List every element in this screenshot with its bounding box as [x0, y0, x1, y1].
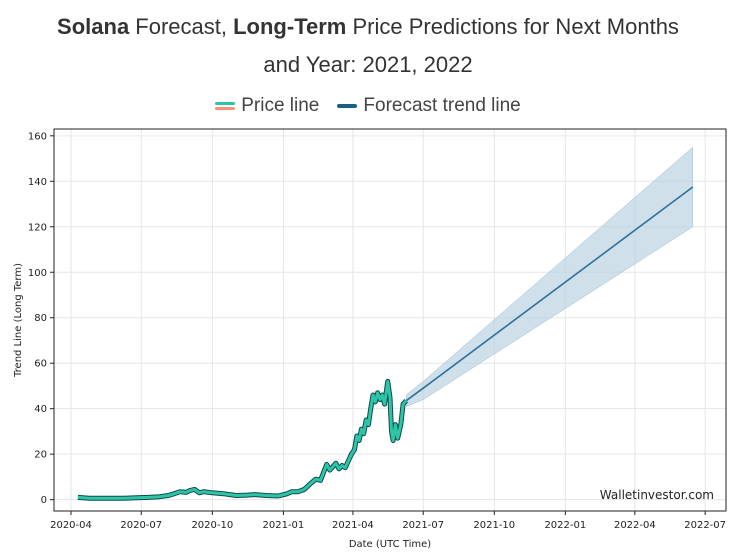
x-tick-label: 2022-01 — [544, 520, 586, 531]
y-tick-label: 40 — [34, 404, 47, 415]
forecast-trend-line — [405, 186, 694, 402]
y-tick-label: 80 — [34, 313, 47, 324]
title-line-2: and Year: 2021, 2022 — [263, 52, 473, 77]
y-axis-label: Trend Line (Long Term) — [13, 263, 24, 378]
price-line — [77, 379, 408, 500]
y-tick-label: 20 — [34, 450, 47, 461]
x-tick-label: 2020-10 — [191, 520, 233, 531]
title-long-term: Long-Term — [233, 14, 347, 39]
x-tick-label: 2021-04 — [332, 520, 374, 531]
forecast-swatch-icon — [337, 104, 358, 108]
title-line-1: Solana Forecast, Long-Term Price Predict… — [0, 8, 736, 46]
plot-frame — [53, 128, 727, 512]
x-axis-ticks: 2020-04 2020-07 2020-10 2021-01 2021-04 2021-… — [50, 511, 726, 531]
x-tick-label: 2020-07 — [120, 520, 162, 531]
title-coin-name: Solana — [57, 14, 130, 39]
legend-label-forecast: Forecast trend line — [363, 95, 521, 116]
y-tick-label: 0 — [41, 495, 47, 506]
legend-label-price: Price line — [241, 95, 320, 116]
title-text-2: Price Predictions for Next Months — [346, 14, 679, 39]
y-tick-label: 60 — [34, 359, 47, 370]
y-tick-label: 120 — [28, 222, 47, 233]
x-tick-label: 2020-04 — [50, 520, 92, 531]
x-tick-label: 2022-07 — [684, 520, 726, 531]
forecast-confidence-band — [405, 146, 694, 407]
price-swatch-icon — [215, 102, 236, 110]
watermark: Walletinvestor.com — [600, 488, 714, 502]
legend-item-price[interactable]: Price line — [215, 95, 319, 117]
title-text-1: Forecast, — [129, 14, 234, 39]
legend-item-forecast[interactable]: Forecast trend line — [337, 95, 521, 117]
chart-legend: Price line Forecast trend line — [0, 95, 736, 117]
x-tick-label: 2021-07 — [402, 520, 444, 531]
y-axis-ticks: 0 20 40 60 80 100 120 140 160 — [28, 131, 54, 506]
y-tick-label: 100 — [28, 268, 47, 279]
x-tick-label: 2021-10 — [473, 520, 515, 531]
x-axis-label: Date (UTC Time) — [349, 539, 431, 550]
chart-title: Solana Forecast, Long-Term Price Predict… — [0, 8, 736, 84]
y-tick-label: 160 — [28, 131, 47, 142]
y-tick-label: 140 — [28, 177, 47, 188]
grid-lines — [54, 129, 726, 511]
x-tick-label: 2021-01 — [263, 520, 305, 531]
x-tick-label: 2022-04 — [614, 520, 656, 531]
